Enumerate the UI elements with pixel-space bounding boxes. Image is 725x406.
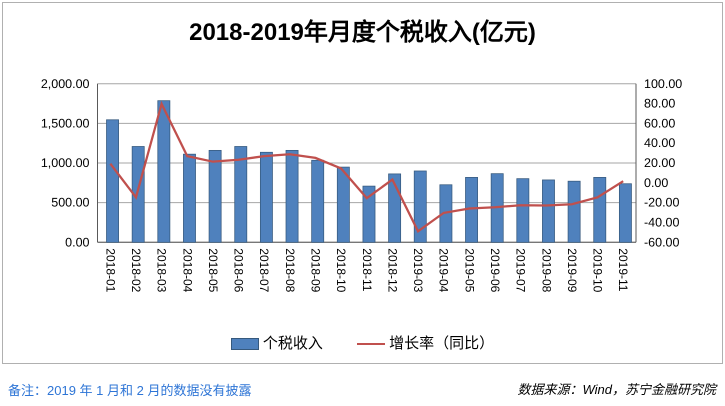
svg-text:2018-08: 2018-08 — [283, 248, 297, 292]
svg-text:0.00: 0.00 — [644, 176, 668, 190]
svg-text:-20.00: -20.00 — [644, 196, 679, 210]
svg-text:2018-06: 2018-06 — [232, 248, 246, 292]
svg-text:2019-07: 2019-07 — [514, 248, 528, 292]
svg-text:2019-09: 2019-09 — [565, 248, 579, 292]
svg-text:2019-06: 2019-06 — [488, 248, 502, 292]
svg-text:2018-11: 2018-11 — [360, 248, 374, 291]
svg-text:2018-05: 2018-05 — [206, 248, 220, 292]
svg-text:-60.00: -60.00 — [644, 235, 679, 249]
svg-text:1,000.00: 1,000.00 — [41, 156, 90, 170]
svg-text:20.00: 20.00 — [644, 156, 675, 170]
svg-text:2018-10: 2018-10 — [334, 248, 348, 292]
svg-text:2018-02: 2018-02 — [129, 248, 143, 292]
svg-text:2019-11: 2019-11 — [616, 248, 630, 291]
svg-text:2019-08: 2019-08 — [539, 248, 553, 292]
svg-text:500.00: 500.00 — [51, 196, 89, 210]
svg-text:2019-10: 2019-10 — [591, 248, 605, 292]
svg-text:2018-12: 2018-12 — [385, 248, 399, 292]
svg-text:1,500.00: 1,500.00 — [41, 116, 90, 130]
svg-text:2018-07: 2018-07 — [257, 248, 271, 292]
svg-text:80.00: 80.00 — [644, 97, 675, 111]
svg-text:2019-03: 2019-03 — [411, 248, 425, 292]
svg-text:2019-04: 2019-04 — [437, 248, 451, 292]
svg-text:2,000.00: 2,000.00 — [41, 77, 90, 91]
svg-text:2019-05: 2019-05 — [462, 248, 476, 292]
svg-text:2018-09: 2018-09 — [308, 248, 322, 292]
svg-text:100.00: 100.00 — [644, 77, 682, 91]
svg-text:0.00: 0.00 — [65, 235, 89, 249]
svg-text:-40.00: -40.00 — [644, 215, 679, 229]
svg-text:2018-04: 2018-04 — [180, 248, 194, 292]
svg-text:2018-03: 2018-03 — [155, 248, 169, 292]
svg-text:40.00: 40.00 — [644, 136, 675, 150]
svg-text:60.00: 60.00 — [644, 116, 675, 130]
svg-text:2018-01: 2018-01 — [103, 248, 117, 292]
